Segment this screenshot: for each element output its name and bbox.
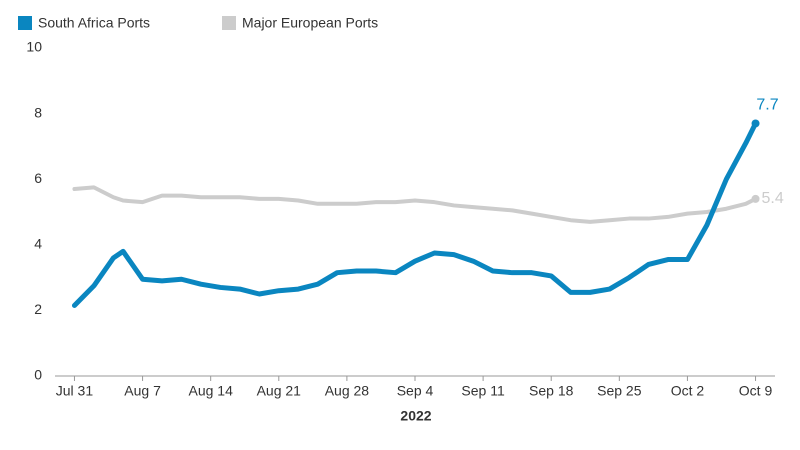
x-tick-label: Sep 11 <box>461 383 505 399</box>
x-tick-label: Aug 7 <box>124 383 161 399</box>
end-point <box>751 194 760 203</box>
end-label: 5.4 <box>762 190 784 207</box>
x-tick-label: Oct 9 <box>739 383 773 399</box>
x-tick-label: Aug 28 <box>325 383 370 399</box>
legend-label: South Africa Ports <box>38 15 150 31</box>
y-tick-label: 4 <box>34 236 42 252</box>
end-label: 7.7 <box>756 97 778 114</box>
series-line <box>72 185 758 224</box>
end-point <box>751 119 760 128</box>
x-tick-label: Aug 21 <box>257 383 302 399</box>
legend-label: Major European Ports <box>242 15 378 31</box>
x-tick-label: Sep 25 <box>597 383 642 399</box>
x-tick-label: Aug 14 <box>188 383 233 399</box>
y-tick-label: 0 <box>34 367 42 383</box>
series-line <box>71 120 759 308</box>
x-tick-label: Sep 4 <box>397 383 434 399</box>
y-tick-label: 8 <box>34 104 42 120</box>
x-tick-label: Sep 18 <box>529 383 574 399</box>
y-tick-label: 2 <box>34 301 42 317</box>
legend-swatch <box>18 16 32 30</box>
x-tick-label: Jul 31 <box>56 383 94 399</box>
legend-swatch <box>222 16 236 30</box>
y-tick-label: 10 <box>26 39 42 55</box>
x-axis-label: 2022 <box>400 408 431 424</box>
x-tick-label: Oct 2 <box>671 383 705 399</box>
y-tick-label: 6 <box>34 170 42 186</box>
